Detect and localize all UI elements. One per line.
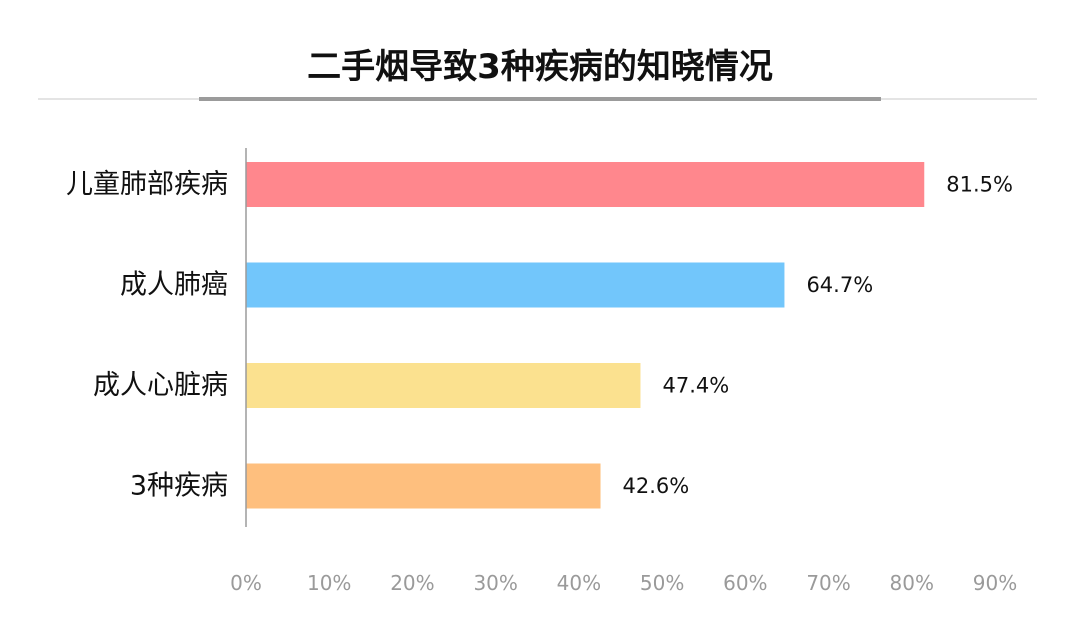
category-label-4: 3种疾病 <box>130 471 228 502</box>
x-axis-ticks: 0% 10% 20% 30% 40% 50% 60% 70% 80% 90% <box>230 571 1017 595</box>
value-label-3: 47.4% <box>662 374 729 398</box>
bar-3 <box>246 363 641 408</box>
value-label-2: 64.7% <box>806 273 873 297</box>
x-tick-label: 20% <box>390 571 434 595</box>
bars-group: 儿童肺部疾病 81.5% 成人肺癌 64.7% 成人心脏病 47.4% 3种疾病 42.6% <box>66 162 1013 509</box>
value-label-1: 81.5% <box>946 173 1013 197</box>
x-tick-label: 70% <box>806 571 850 595</box>
value-label-4: 42.6% <box>623 474 690 498</box>
bar-2 <box>246 262 785 308</box>
bar-4 <box>246 463 601 509</box>
x-tick-label: 90% <box>973 571 1017 595</box>
x-tick-label: 60% <box>723 571 767 595</box>
chart-title: 二手烟导致3种疾病的知晓情况 <box>307 47 773 87</box>
x-tick-label: 50% <box>640 571 684 595</box>
category-label-2: 成人肺癌 <box>120 270 228 301</box>
x-tick-label: 80% <box>890 571 934 595</box>
bar-1 <box>246 162 925 207</box>
x-tick-label: 30% <box>473 571 517 595</box>
x-tick-label: 0% <box>230 571 262 595</box>
x-tick-label: 40% <box>557 571 601 595</box>
x-tick-label: 10% <box>307 571 351 595</box>
category-label-1: 儿童肺部疾病 <box>66 169 228 200</box>
category-label-3: 成人心脏病 <box>93 370 228 401</box>
